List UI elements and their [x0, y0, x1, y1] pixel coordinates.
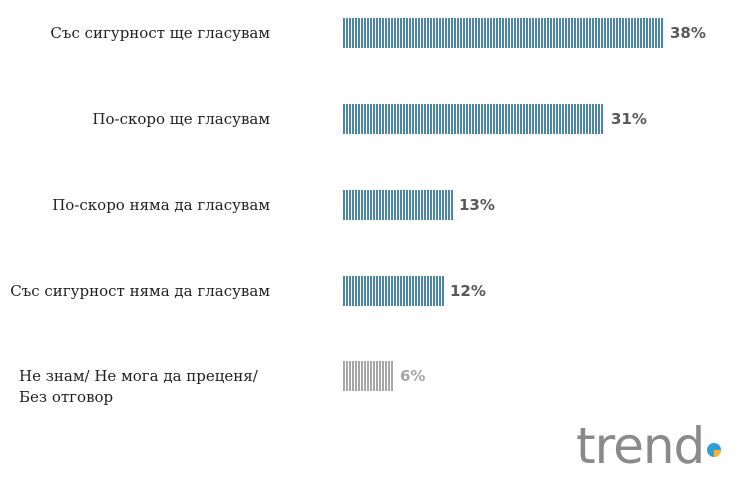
- logo-dot-icon: [707, 443, 721, 457]
- logo-text: trend: [576, 417, 705, 475]
- value-label-5: 6%: [400, 367, 426, 385]
- bar-5: [343, 361, 393, 391]
- category-label-line: По-скоро няма да гласувам: [52, 195, 270, 214]
- category-label-2: По-скоро ще гласувам: [92, 109, 270, 130]
- bars-group: [343, 18, 663, 391]
- category-label-line: Не знам/ Не мога да преценя/: [19, 367, 258, 385]
- category-label-line: Без отговор: [19, 388, 114, 406]
- category-label-line: Със сигурност няма да гласувам: [10, 281, 270, 300]
- trend-logo: trend: [576, 418, 730, 474]
- value-label-2: 31%: [611, 110, 647, 128]
- category-label-4: Със сигурност няма да гласувам: [10, 281, 270, 302]
- category-label-1: Със сигурност ще гласувам: [50, 23, 270, 44]
- category-label-line: Със сигурност ще гласувам: [50, 23, 270, 42]
- category-label-5: Не знам/ Не мога да преценя/Без отговор: [19, 366, 270, 408]
- bar-4: [343, 276, 444, 306]
- bar-2: [343, 104, 603, 134]
- bar-1: [343, 18, 663, 48]
- category-label-3: По-скоро няма да гласувам: [52, 195, 270, 216]
- bar-3: [343, 190, 453, 220]
- value-label-1: 38%: [670, 24, 706, 42]
- value-label-4: 12%: [450, 282, 486, 300]
- category-label-line: По-скоро ще гласувам: [92, 109, 270, 128]
- value-label-3: 13%: [459, 196, 495, 214]
